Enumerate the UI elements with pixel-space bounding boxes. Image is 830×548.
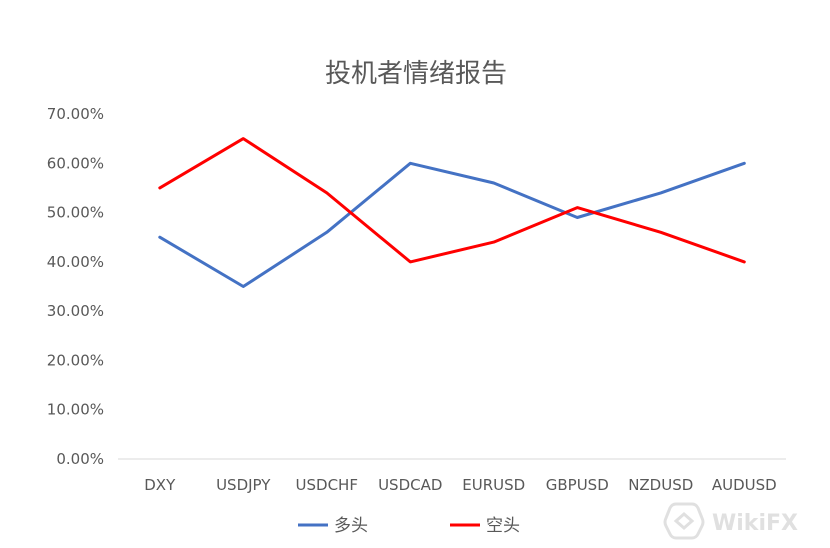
series-line-short [158,137,746,264]
y-tick-label: 60.00% [47,154,104,172]
x-axis: DXY USDJPY USDCHF USDCAD EURUSD GBPUSD NZDUSD A… [118,458,786,494]
x-tick-label: AUDUSD [712,476,777,494]
wikifx-logo-icon [663,502,705,540]
x-tick-label: GBPUSD [546,476,609,494]
legend-label: 多头 [334,516,368,536]
watermark: WikiFX [663,502,798,540]
x-tick-label: NZDUSD [628,476,693,494]
x-tick-label: USDCHF [296,476,358,494]
legend-label: 空头 [486,516,520,536]
y-tick-label: 10.00% [47,401,104,419]
y-tick-label: 50.00% [47,204,104,222]
series-line-long [158,161,746,288]
y-tick-label: 20.00% [47,351,104,369]
y-tick-label: 0.00% [56,450,104,468]
y-tick-label: 40.00% [47,253,104,271]
x-tick-label: USDCAD [378,476,442,494]
y-tick-label: 70.00% [47,105,104,123]
y-axis: 0.00% 10.00% 20.00% 30.00% 40.00% 50.00% 60.00… [47,105,104,468]
series-layer [158,137,746,288]
legend: 多头 空头 [298,516,520,536]
x-tick-label: USDJPY [216,476,271,494]
chart-title: 投机者情绪报告 [325,59,507,89]
watermark-text: WikiFX [712,511,798,536]
x-tick-label: EURUSD [462,476,525,494]
y-tick-label: 30.00% [47,302,104,320]
x-tick-label: DXY [144,476,176,494]
